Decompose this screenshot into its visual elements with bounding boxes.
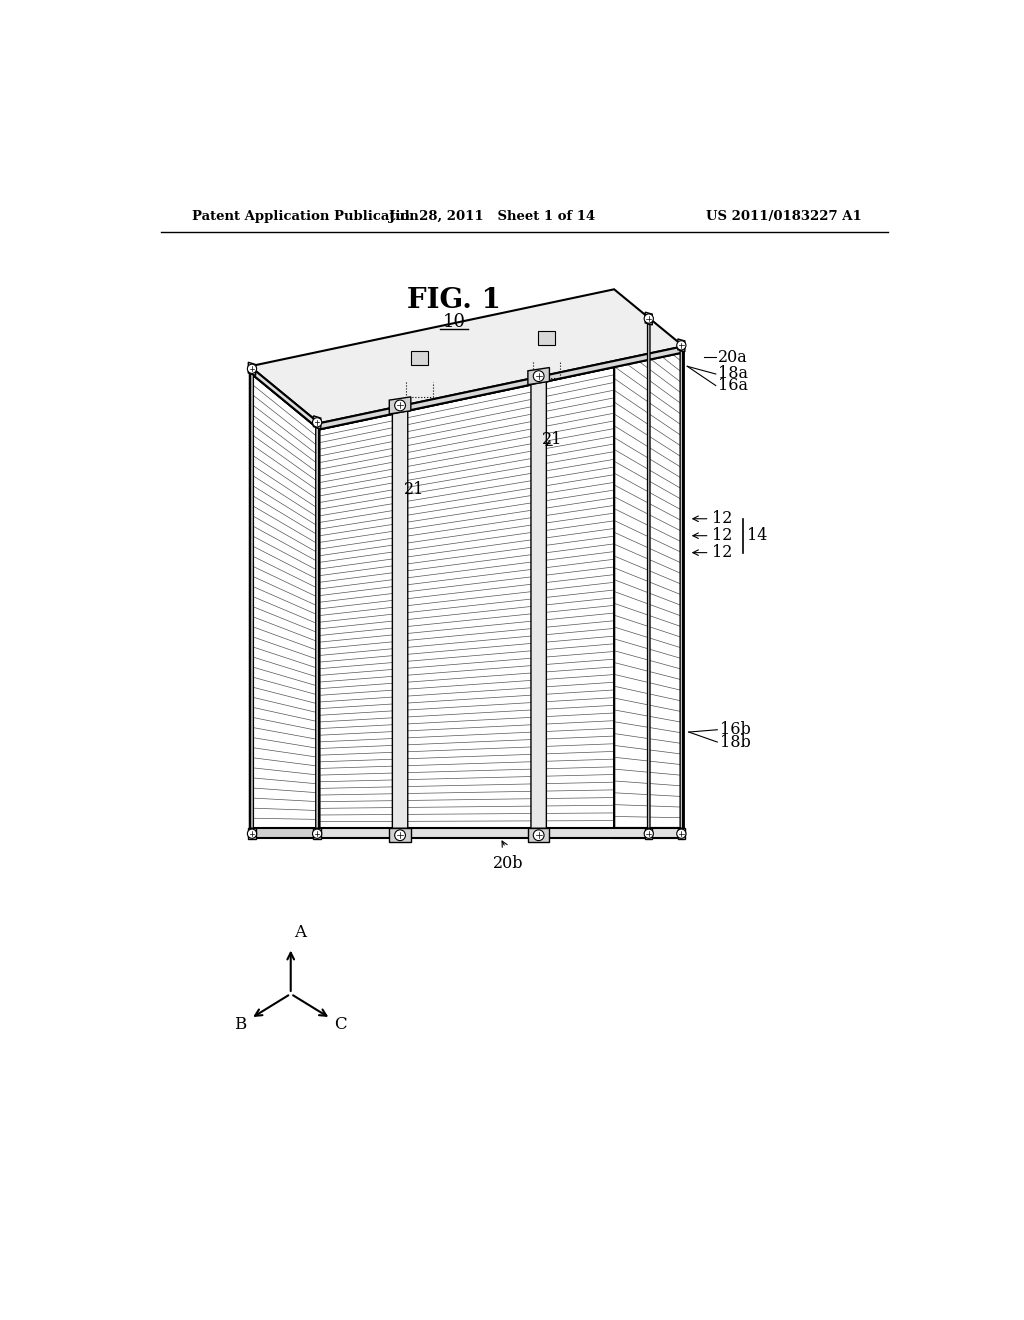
Polygon shape: [313, 829, 321, 840]
Circle shape: [248, 364, 257, 374]
Polygon shape: [680, 350, 683, 829]
Polygon shape: [647, 323, 650, 829]
Text: C: C: [335, 1016, 347, 1034]
Polygon shape: [538, 331, 555, 345]
Circle shape: [644, 829, 653, 838]
Text: B: B: [234, 1016, 247, 1034]
Text: 12: 12: [712, 544, 732, 561]
Text: Patent Application Publication: Patent Application Publication: [193, 210, 419, 223]
Text: 14: 14: [746, 527, 767, 544]
Polygon shape: [678, 339, 685, 351]
Polygon shape: [250, 289, 683, 424]
Polygon shape: [313, 416, 321, 429]
Polygon shape: [411, 351, 428, 364]
Polygon shape: [251, 374, 253, 829]
Polygon shape: [678, 829, 685, 840]
Polygon shape: [645, 829, 652, 840]
Polygon shape: [315, 426, 318, 829]
Polygon shape: [531, 381, 547, 829]
Circle shape: [644, 314, 653, 323]
Polygon shape: [319, 346, 683, 429]
Text: A: A: [294, 924, 306, 941]
Circle shape: [394, 830, 406, 841]
Polygon shape: [248, 362, 256, 375]
Text: 20b: 20b: [493, 855, 523, 873]
Circle shape: [677, 341, 686, 350]
Polygon shape: [645, 312, 652, 325]
Text: US 2011/0183227 A1: US 2011/0183227 A1: [707, 210, 862, 223]
Polygon shape: [319, 829, 683, 838]
Text: 16b: 16b: [720, 721, 751, 738]
Polygon shape: [389, 397, 411, 414]
Polygon shape: [392, 411, 408, 829]
Polygon shape: [528, 829, 550, 842]
Polygon shape: [389, 829, 411, 842]
Polygon shape: [528, 367, 550, 384]
Polygon shape: [250, 372, 319, 829]
Text: Jul. 28, 2011   Sheet 1 of 14: Jul. 28, 2011 Sheet 1 of 14: [389, 210, 596, 223]
Text: 21: 21: [543, 430, 563, 447]
Polygon shape: [250, 367, 319, 429]
Circle shape: [534, 371, 544, 381]
Polygon shape: [250, 829, 319, 838]
Text: 10: 10: [442, 313, 466, 330]
Circle shape: [312, 829, 322, 838]
Text: 18b: 18b: [720, 734, 751, 751]
Text: FIG. 1: FIG. 1: [407, 288, 501, 314]
Polygon shape: [614, 296, 683, 829]
Text: 12: 12: [712, 511, 732, 527]
Text: 16a: 16a: [718, 378, 749, 395]
Circle shape: [534, 830, 544, 841]
Text: 21: 21: [403, 480, 424, 498]
Polygon shape: [319, 352, 683, 829]
Circle shape: [312, 417, 322, 426]
Text: 12: 12: [712, 527, 732, 544]
Circle shape: [394, 400, 406, 411]
Polygon shape: [248, 829, 256, 840]
Text: 18a: 18a: [718, 366, 749, 383]
Circle shape: [677, 829, 686, 838]
Circle shape: [248, 829, 257, 838]
Polygon shape: [614, 829, 683, 838]
Text: 20a: 20a: [718, 348, 748, 366]
